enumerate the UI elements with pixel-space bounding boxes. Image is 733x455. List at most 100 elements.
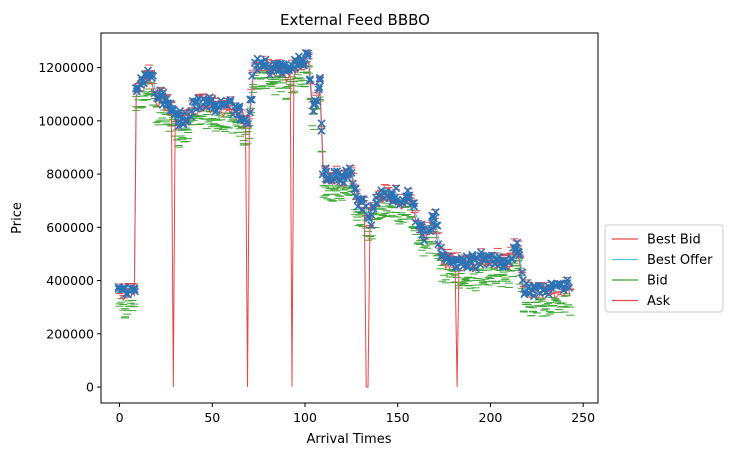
trade-marker [147,73,157,83]
trade-marker [303,49,312,58]
trade-marker [563,279,572,288]
trade-marker [495,252,504,262]
trade-marker [369,204,378,213]
trade-marker [508,254,517,263]
trade-marker [122,289,131,299]
legend-label: Bid [647,274,668,289]
trade-marker [120,283,129,292]
trade-marker [339,178,348,187]
trade-marker [158,92,167,101]
legend: Best Bid Best Offer Bid Ask [604,224,724,313]
trade-marker [432,221,441,230]
trade-marker [418,230,427,239]
legend-box [604,224,724,313]
trade-marker [130,285,139,294]
trade-marker [463,263,472,272]
trade-marker [468,250,477,259]
trade-marker [120,284,129,293]
trade-marker [235,102,244,111]
trade-marker [436,243,445,252]
trade-marker [299,61,308,70]
trade-marker [148,71,157,80]
y-tick-label: 1000000 [38,113,94,128]
trade-marker [522,279,531,288]
trade-marker [245,108,255,117]
trade-marker [225,98,235,107]
trade-marker [351,184,360,193]
trade-marker [529,292,538,301]
y-tick-label: 1200000 [38,60,94,75]
trade-marker [409,202,419,211]
chart-title: External Feed BBBO [280,11,430,29]
trade-marker [471,264,480,273]
trade-marker [130,287,139,296]
trade-marker [514,248,523,257]
trade-marker [513,238,522,247]
trade-marker [347,168,356,177]
y-tick-label: 600000 [46,220,94,235]
trade-marker [544,290,553,299]
trade-marker [359,194,368,203]
trade-marker [314,85,323,94]
x-tick-label: 150 [386,410,410,425]
trade-marker [220,100,229,109]
trade-marker [451,263,460,272]
x-tick-label: 200 [479,410,503,425]
trade-marker [132,84,141,93]
trade-marker [305,75,315,84]
trade-marker [563,275,572,285]
y-tick-label: 800000 [46,167,94,182]
trade-marker [317,119,326,128]
trade-marker [357,195,366,204]
trade-marker [264,62,273,71]
trade-marker [403,186,412,195]
trade-marker [485,251,494,261]
trade-marker [317,126,326,135]
trade-marker [175,106,185,115]
trade-marker [361,202,370,211]
trade-marker [315,83,324,92]
trade-marker [517,268,527,277]
trade-marker [315,73,324,82]
trade-marker [246,95,255,104]
y-tick-label: 200000 [46,326,94,341]
trade-marker [305,76,314,85]
trade-marker [367,210,376,220]
trade-marker [405,191,414,200]
trade-marker [187,107,196,116]
plot-frame [100,32,599,404]
trade-marker [309,107,318,116]
trade-marker [247,95,256,104]
trade-marker [564,283,574,292]
trade-marker [235,104,244,113]
y-axis-title: Price [10,202,25,234]
trade-marker [181,108,190,118]
trade-marker [392,184,401,193]
y-axis: 0 200000 400000 600000 800000 1000000 1200000 [38,60,101,395]
legend-label: Best Offer [647,253,713,268]
trade-marker [477,248,486,257]
trade-marker [348,179,357,188]
trade-marker [301,48,310,57]
trade-marker [429,212,438,221]
trade-marker [334,169,343,178]
trade-marker [515,251,524,260]
trade-marker [259,60,269,69]
x-tick-label: 250 [571,410,595,425]
legend-label: Best Bid [647,233,701,248]
trade-marker [388,197,397,206]
y-tick-label: 0 [86,380,94,395]
trade-marker [507,254,516,263]
trade-marker [313,97,322,106]
x-tick-label: 100 [293,410,317,425]
trade-marker [209,101,218,110]
legend-label: Ask [647,294,671,309]
x-tick-label: 0 [116,410,124,425]
trade-marker [429,214,439,223]
trade-marker [556,280,565,290]
trade-marker [139,79,149,88]
series-layer [114,48,575,388]
x-axis: 0 50 100 150 200 250 [116,403,595,425]
x-tick-label: 50 [204,410,220,425]
